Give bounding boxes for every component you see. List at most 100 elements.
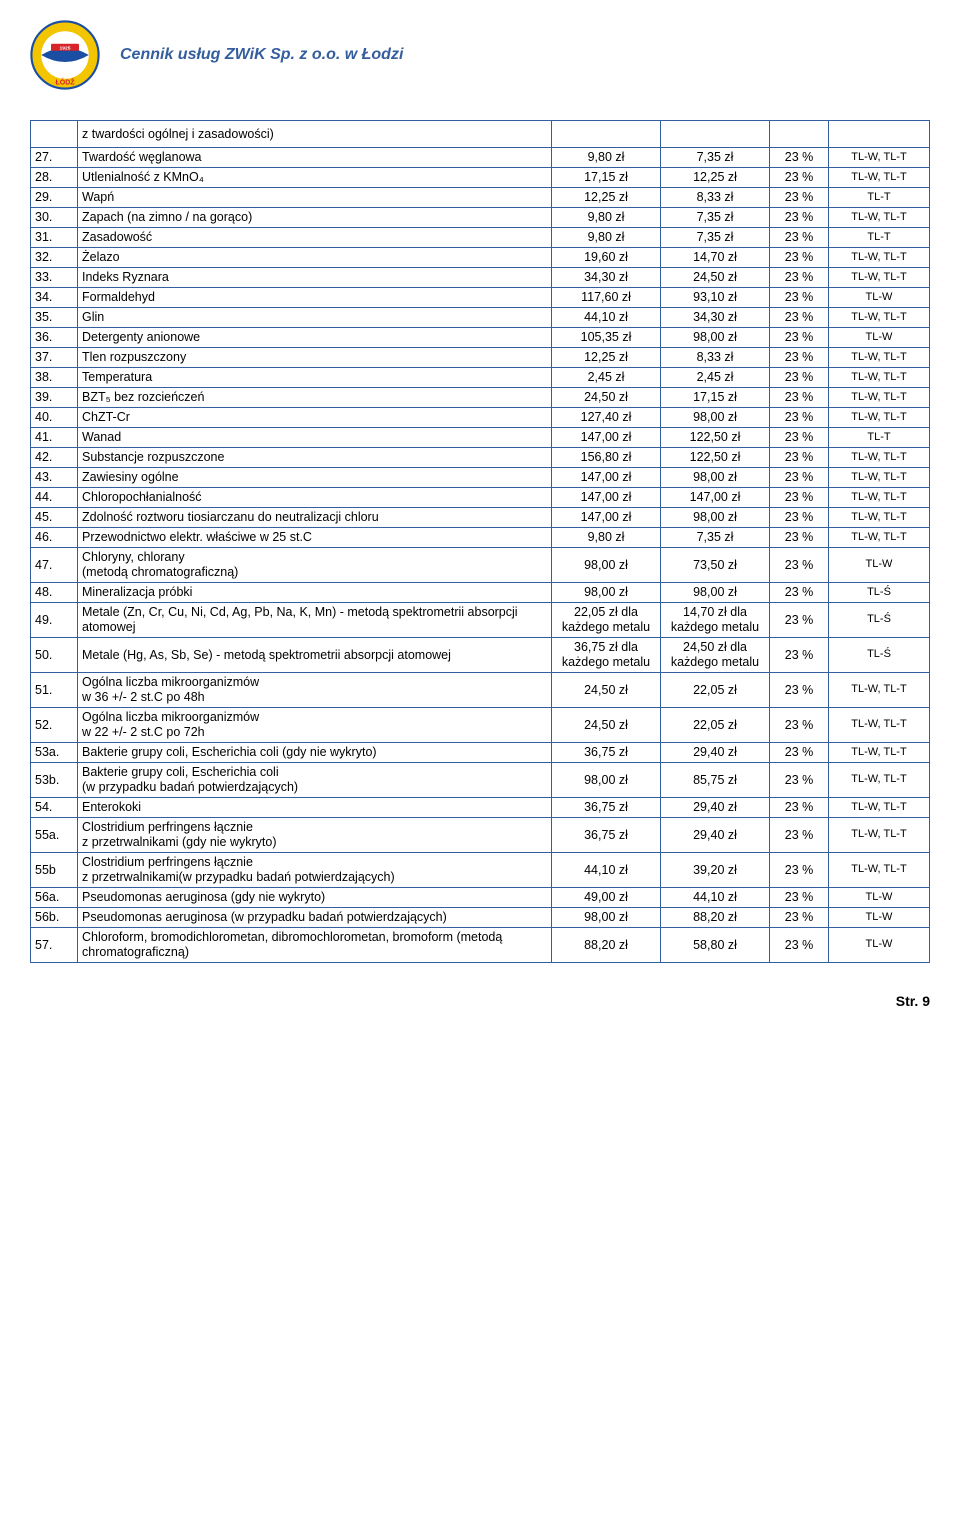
row-code: TL-W, TL-T bbox=[829, 268, 930, 288]
row-price-1: 9,80 zł bbox=[552, 148, 661, 168]
row-number: 36. bbox=[31, 328, 78, 348]
row-price-1: 49,00 zł bbox=[552, 888, 661, 908]
table-row: 57.Chloroform, bromodichlorometan, dibro… bbox=[31, 928, 930, 963]
row-percent: 23 % bbox=[770, 208, 829, 228]
row-price-1: 36,75 zł dla każdego metalu bbox=[552, 638, 661, 673]
row-percent: 23 % bbox=[770, 448, 829, 468]
row-percent: 23 % bbox=[770, 428, 829, 448]
row-name: Utlenialność z KMnO₄ bbox=[78, 168, 552, 188]
row-percent: 23 % bbox=[770, 603, 829, 638]
table-row: 55a.Clostridium perfringens łącznie z pr… bbox=[31, 818, 930, 853]
table-row: 56b.Pseudomonas aeruginosa (w przypadku … bbox=[31, 908, 930, 928]
table-row: 39.BZT₅ bez rozcieńczeń24,50 zł17,15 zł2… bbox=[31, 388, 930, 408]
table-row: 32.Żelazo19,60 zł14,70 zł23 %TL-W, TL-T bbox=[31, 248, 930, 268]
table-row: 43.Zawiesiny ogólne147,00 zł98,00 zł23 %… bbox=[31, 468, 930, 488]
row-name: Żelazo bbox=[78, 248, 552, 268]
row-price-2: 29,40 zł bbox=[661, 818, 770, 853]
row-name: Clostridium perfringens łącznie z przetr… bbox=[78, 818, 552, 853]
row-percent: 23 % bbox=[770, 908, 829, 928]
row-percent: 23 % bbox=[770, 528, 829, 548]
row-code: TL-W, TL-T bbox=[829, 348, 930, 368]
row-number: 57. bbox=[31, 928, 78, 963]
row-price-2: 98,00 zł bbox=[661, 408, 770, 428]
row-name: Glin bbox=[78, 308, 552, 328]
row-price-1: 24,50 zł bbox=[552, 673, 661, 708]
row-price-1: 105,35 zł bbox=[552, 328, 661, 348]
row-price-1: 17,15 zł bbox=[552, 168, 661, 188]
row-price-2: 7,35 zł bbox=[661, 228, 770, 248]
row-price-1: 44,10 zł bbox=[552, 853, 661, 888]
row-price-2: 14,70 zł bbox=[661, 248, 770, 268]
row-price-1: 12,25 zł bbox=[552, 188, 661, 208]
row-price-2: 29,40 zł bbox=[661, 743, 770, 763]
price-table: z twardości ogólnej i zasadowości)27.Twa… bbox=[30, 120, 930, 963]
table-row: z twardości ogólnej i zasadowości) bbox=[31, 121, 930, 148]
row-code: TL-W bbox=[829, 908, 930, 928]
row-percent: 23 % bbox=[770, 708, 829, 743]
row-code: TL-W, TL-T bbox=[829, 818, 930, 853]
row-number: 47. bbox=[31, 548, 78, 583]
table-row: 47.Chloryny, chlorany (metodą chromatogr… bbox=[31, 548, 930, 583]
row-code: TL-W, TL-T bbox=[829, 208, 930, 228]
row-price-1: 9,80 zł bbox=[552, 528, 661, 548]
row-percent: 23 % bbox=[770, 268, 829, 288]
table-row: 49.Metale (Zn, Cr, Cu, Ni, Cd, Ag, Pb, N… bbox=[31, 603, 930, 638]
row-percent: 23 % bbox=[770, 288, 829, 308]
table-row: 29.Wapń12,25 zł8,33 zł23 %TL-T bbox=[31, 188, 930, 208]
row-name: Zasadowość bbox=[78, 228, 552, 248]
row-name: Mineralizacja próbki bbox=[78, 583, 552, 603]
row-name: Ogólna liczba mikroorganizmów w 22 +/- 2… bbox=[78, 708, 552, 743]
row-price-2: 7,35 zł bbox=[661, 208, 770, 228]
row-code: TL-W, TL-T bbox=[829, 528, 930, 548]
row-code: TL-W, TL-T bbox=[829, 673, 930, 708]
row-price-2: 73,50 zł bbox=[661, 548, 770, 583]
row-name: Zawiesiny ogólne bbox=[78, 468, 552, 488]
row-price-2: 2,45 zł bbox=[661, 368, 770, 388]
row-code: TL-W, TL-T bbox=[829, 168, 930, 188]
row-number: 33. bbox=[31, 268, 78, 288]
logo-icon: 1925 ŁÓDŹ bbox=[30, 20, 100, 90]
row-number: 29. bbox=[31, 188, 78, 208]
row-name: Formaldehyd bbox=[78, 288, 552, 308]
row-percent: 23 % bbox=[770, 368, 829, 388]
row-price-1: 117,60 zł bbox=[552, 288, 661, 308]
row-name: z twardości ogólnej i zasadowości) bbox=[78, 121, 552, 148]
row-code: TL-W, TL-T bbox=[829, 853, 930, 888]
row-price-2: 24,50 zł dla każdego metalu bbox=[661, 638, 770, 673]
row-code: TL-W, TL-T bbox=[829, 148, 930, 168]
row-percent: 23 % bbox=[770, 928, 829, 963]
row-price-1: 98,00 zł bbox=[552, 908, 661, 928]
row-name: Chloropochłanialność bbox=[78, 488, 552, 508]
table-row: 51.Ogólna liczba mikroorganizmów w 36 +/… bbox=[31, 673, 930, 708]
row-price-1: 12,25 zł bbox=[552, 348, 661, 368]
row-number: 32. bbox=[31, 248, 78, 268]
row-price-1: 147,00 zł bbox=[552, 428, 661, 448]
row-price-1: 127,40 zł bbox=[552, 408, 661, 428]
row-name: Wanad bbox=[78, 428, 552, 448]
row-number: 53a. bbox=[31, 743, 78, 763]
row-name: Bakterie grupy coli, Escherichia coli (w… bbox=[78, 763, 552, 798]
table-row: 56a.Pseudomonas aeruginosa (gdy nie wykr… bbox=[31, 888, 930, 908]
table-row: 42.Substancje rozpuszczone156,80 zł122,5… bbox=[31, 448, 930, 468]
row-number: 56a. bbox=[31, 888, 78, 908]
row-number: 38. bbox=[31, 368, 78, 388]
row-code: TL-W, TL-T bbox=[829, 708, 930, 743]
row-number: 55b bbox=[31, 853, 78, 888]
row-number: 52. bbox=[31, 708, 78, 743]
table-row: 31.Zasadowość9,80 zł7,35 zł23 %TL-T bbox=[31, 228, 930, 248]
row-code: TL-W, TL-T bbox=[829, 408, 930, 428]
row-name: Twardość węglanowa bbox=[78, 148, 552, 168]
row-price-2: 39,20 zł bbox=[661, 853, 770, 888]
row-name: Ogólna liczba mikroorganizmów w 36 +/- 2… bbox=[78, 673, 552, 708]
row-price-2: 8,33 zł bbox=[661, 188, 770, 208]
row-number: 49. bbox=[31, 603, 78, 638]
row-percent: 23 % bbox=[770, 388, 829, 408]
row-price-2 bbox=[661, 121, 770, 148]
row-percent: 23 % bbox=[770, 228, 829, 248]
row-name: Enterokoki bbox=[78, 798, 552, 818]
row-price-1: 22,05 zł dla każdego metalu bbox=[552, 603, 661, 638]
row-price-1: 34,30 zł bbox=[552, 268, 661, 288]
row-price-2: 8,33 zł bbox=[661, 348, 770, 368]
row-price-1: 147,00 zł bbox=[552, 468, 661, 488]
row-name: Bakterie grupy coli, Escherichia coli (g… bbox=[78, 743, 552, 763]
